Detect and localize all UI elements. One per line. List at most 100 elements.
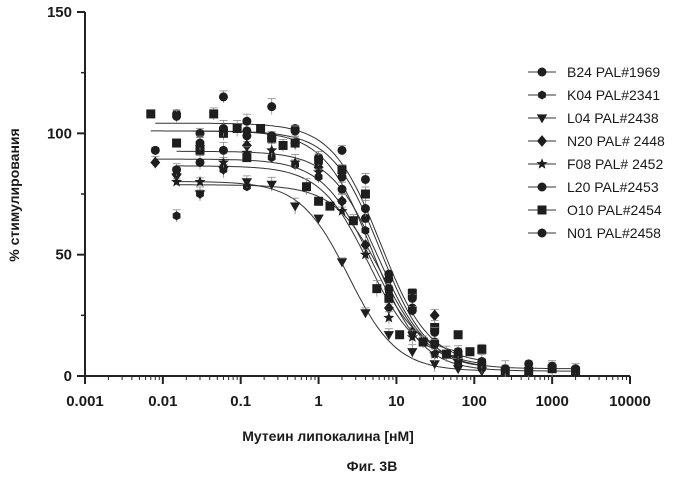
data-point [195, 157, 205, 167]
axes: 0 50 100 150 0.001 0.01 0.1 1 10 100 1000 10000 [47, 4, 651, 410]
data-point [360, 213, 370, 223]
data-point [314, 155, 324, 165]
y-tick-label: 150 [47, 4, 72, 21]
data-point [241, 178, 253, 188]
data-point [172, 111, 182, 121]
data-point [195, 145, 205, 155]
data-point [218, 145, 228, 155]
data-point [430, 339, 440, 349]
data-point [194, 176, 206, 187]
data-point [172, 211, 181, 221]
data-point [256, 123, 266, 133]
data-point [430, 327, 440, 337]
data-point [406, 331, 418, 342]
data-point [337, 184, 347, 194]
data-point [336, 205, 348, 216]
x-tick-label: 0.01 [148, 393, 177, 410]
data-point [313, 214, 324, 224]
data-point [302, 182, 312, 192]
data-point [360, 309, 371, 319]
legend-marker [537, 182, 547, 192]
data-point [359, 248, 371, 260]
figure-caption: Фиг. 3B [347, 458, 398, 474]
data-point [384, 284, 394, 294]
data-point [524, 359, 534, 369]
legend-entry: L20 PAL#2453 [567, 179, 659, 195]
data-point [217, 156, 229, 168]
data-point [172, 165, 182, 175]
legend-entry: O10 PAL#2454 [567, 202, 662, 218]
data-point [290, 138, 300, 148]
data-point [571, 364, 581, 374]
data-point [336, 258, 348, 268]
x-axis-title: Мутеин липокалина [нМ] [242, 428, 414, 444]
legend-marker [536, 114, 548, 124]
data-point [383, 331, 395, 341]
data-point [384, 269, 394, 279]
legend-marker [537, 228, 547, 238]
data-point [267, 131, 277, 141]
data-point [360, 239, 371, 251]
x-tick-label: 0.001 [66, 393, 104, 410]
data-point [325, 201, 335, 211]
data-point [290, 126, 300, 136]
data-point [194, 190, 206, 200]
data-point [289, 156, 301, 168]
data-point [337, 195, 347, 208]
data-point [500, 364, 510, 374]
data-point [442, 349, 452, 359]
data-point [171, 176, 183, 187]
data-point [267, 102, 277, 112]
data-point [524, 366, 534, 376]
legend-entry: N20 PAL# 2448 [567, 133, 665, 149]
data-point [452, 365, 464, 375]
data-point [313, 166, 325, 177]
data-point [146, 109, 156, 119]
data-point [360, 189, 370, 199]
legend-entry: N01 PAL#2458 [567, 225, 661, 241]
x-tick-label: 1 [314, 393, 322, 410]
data-point [429, 360, 440, 370]
legend-entry: B24 PAL#1969 [567, 64, 660, 80]
data-point [407, 348, 418, 358]
data-point [372, 284, 382, 294]
data-point [242, 116, 252, 126]
data-point [453, 330, 463, 340]
legend-marker [536, 158, 548, 169]
legend-entry: L04 PAL#2438 [567, 110, 659, 126]
data-points [146, 90, 581, 379]
fit-curve [150, 130, 576, 372]
data-point [348, 216, 358, 226]
data-point [429, 348, 441, 359]
y-tick-label: 100 [47, 125, 72, 142]
legend-marker [537, 135, 547, 147]
data-point [337, 165, 347, 175]
data-point [218, 92, 228, 102]
data-point [172, 138, 182, 148]
legend: B24 PAL#1969 K04 PAL#2341 L04 PAL#2438 N20 … [528, 64, 665, 241]
data-point [314, 196, 324, 206]
data-point [150, 156, 161, 169]
legend-marker [538, 90, 546, 100]
data-point [452, 355, 464, 367]
data-point [209, 109, 219, 119]
data-point [195, 138, 205, 148]
data-point [360, 204, 370, 214]
data-point [465, 347, 475, 357]
data-point [384, 293, 394, 303]
data-point [337, 145, 347, 155]
x-tick-label: 10 [388, 393, 405, 410]
y-tick-label: 50 [55, 247, 72, 264]
y-axis-title: % стимулирования [6, 128, 22, 261]
data-point [407, 293, 417, 303]
data-point [360, 174, 370, 184]
data-point [418, 337, 428, 347]
data-point [453, 347, 463, 357]
legend-marker [537, 205, 547, 215]
data-point [150, 145, 160, 155]
x-tick-label: 1000 [535, 393, 568, 410]
data-point [266, 144, 278, 156]
x-tick-label: 0.1 [230, 393, 251, 410]
y-tick-label: 0 [64, 368, 72, 385]
